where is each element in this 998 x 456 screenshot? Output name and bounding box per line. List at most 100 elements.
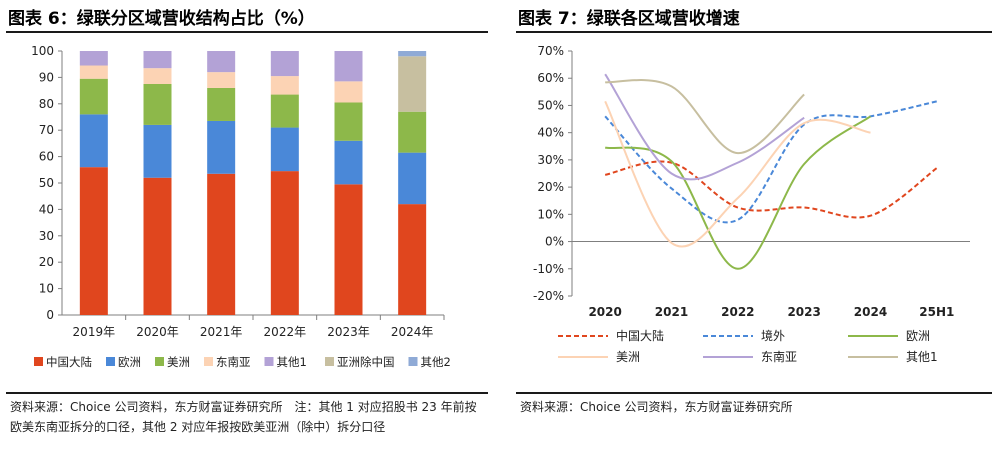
legend-label: 美洲 bbox=[167, 355, 190, 369]
series-line bbox=[604, 100, 938, 224]
y-tick-label: 50 bbox=[39, 176, 54, 190]
bar-segment bbox=[334, 140, 363, 185]
source-rule bbox=[516, 392, 992, 394]
growth-line-chart: -20% -10% 0% 10% 20% 30% 40% 50% 60% 70% 2020 2021 2… bbox=[533, 44, 970, 364]
bar-segment bbox=[79, 167, 108, 315]
y-tick-label: 60 bbox=[39, 150, 54, 164]
x-tick-label: 2023 bbox=[787, 305, 820, 319]
y-tick-label: 70 bbox=[39, 123, 54, 137]
y-tick-label: 20 bbox=[39, 255, 54, 269]
legend-label: 中国大陆 bbox=[616, 328, 664, 343]
structure-stacked-bar-chart: 0 10 20 30 40 50 60 70 80 90 100 2019年 2020年 2021年 202… bbox=[31, 44, 451, 369]
bar-segment bbox=[143, 84, 172, 125]
growth-chart-title: 图表 7：绿联各区域营收增速 bbox=[518, 9, 740, 29]
x-tick-label: 2020年 bbox=[136, 325, 179, 339]
y-tick-label: 0 bbox=[46, 308, 54, 322]
y-tick-label: 90 bbox=[39, 70, 54, 84]
x-tick-label: 2023年 bbox=[327, 325, 370, 339]
bar-segment bbox=[334, 81, 363, 103]
bar-segment bbox=[207, 51, 236, 73]
y-tick-label: 10% bbox=[537, 207, 564, 221]
bar-segment bbox=[398, 204, 427, 315]
y-tick-label: 0% bbox=[545, 235, 564, 249]
legend-label: 亚洲除中国 bbox=[337, 355, 395, 369]
source-rule bbox=[6, 392, 488, 394]
y-tick-label: 30% bbox=[537, 153, 564, 167]
bar-segment bbox=[143, 177, 172, 315]
bar-segment bbox=[79, 65, 108, 79]
structure-source-note: 资料来源：Choice 公司资料，东方财富证券研究所 注：其他 1 对应招股书 … bbox=[10, 400, 477, 434]
bar-segment bbox=[79, 78, 108, 115]
x-tick-label: 2024 bbox=[854, 305, 887, 319]
bar-segment bbox=[398, 111, 427, 153]
bar-segment bbox=[207, 120, 236, 174]
x-tick-label: 2022年 bbox=[264, 325, 307, 339]
bar-segment bbox=[270, 127, 299, 172]
y-tick-label: -10% bbox=[533, 262, 564, 276]
legend-label: 其他1 bbox=[906, 350, 938, 364]
legend-swatch bbox=[106, 357, 115, 366]
x-tick-label: 2024年 bbox=[391, 325, 434, 339]
x-tick-label: 2022 bbox=[721, 305, 754, 319]
bar-segment bbox=[270, 76, 299, 95]
legend-label: 其他1 bbox=[277, 355, 307, 369]
y-tick-label: 70% bbox=[537, 44, 564, 58]
legend-label: 美洲 bbox=[616, 350, 640, 364]
bar-segment bbox=[207, 173, 236, 315]
bar-segment bbox=[398, 152, 427, 205]
bar-segment bbox=[334, 102, 363, 141]
legend-label: 欧洲 bbox=[118, 355, 141, 369]
bar-segment bbox=[334, 184, 363, 315]
y-tick-label: 100 bbox=[31, 44, 54, 58]
bar-segment bbox=[143, 124, 172, 178]
legend-label: 其他2 bbox=[421, 355, 451, 369]
x-tick-label: 2021年 bbox=[200, 325, 243, 339]
series-line bbox=[604, 115, 872, 270]
legend-swatch bbox=[325, 357, 334, 366]
legend-swatch bbox=[264, 357, 274, 366]
series-line bbox=[604, 160, 938, 219]
bar-segment bbox=[270, 171, 299, 315]
y-tick-label: 60% bbox=[537, 71, 564, 85]
legend-swatch bbox=[204, 357, 213, 366]
bar-segment bbox=[270, 94, 299, 128]
bar-segment bbox=[398, 56, 427, 112]
x-tick-label: 2019年 bbox=[73, 325, 116, 339]
y-tick-label: 40 bbox=[39, 202, 54, 216]
structure-panel: 图表 6：绿联分区域营收结构占比（%） 0 10 20 30 40 50 60 70 80 90 1… bbox=[0, 0, 494, 456]
structure-chart-title: 图表 6：绿联分区域营收结构占比（%） bbox=[8, 9, 315, 29]
y-tick-label: 40% bbox=[537, 126, 564, 140]
legend-swatch bbox=[155, 357, 164, 366]
bar-segment bbox=[143, 51, 172, 69]
title-rule bbox=[6, 31, 488, 33]
series-line bbox=[604, 100, 871, 248]
bar-segment bbox=[398, 51, 427, 57]
x-tick-label: 2021 bbox=[655, 305, 688, 319]
bar-segment bbox=[270, 51, 299, 77]
series-line bbox=[605, 79, 805, 155]
title-rule bbox=[516, 31, 992, 33]
series-line bbox=[604, 73, 805, 181]
bar-segment bbox=[207, 87, 236, 121]
legend-label: 中国大陆 bbox=[46, 355, 92, 369]
legend-swatch bbox=[34, 357, 43, 366]
y-tick-label: 50% bbox=[537, 98, 564, 112]
bar-segment bbox=[79, 114, 108, 168]
y-tick-label: 20% bbox=[537, 180, 564, 194]
legend-label: 东南亚 bbox=[216, 355, 251, 369]
y-tick-label: 10 bbox=[39, 282, 54, 296]
legend-label: 东南亚 bbox=[761, 349, 797, 364]
x-tick-label: 2020 bbox=[588, 305, 621, 319]
legend-swatch bbox=[408, 357, 418, 366]
y-tick-label: 30 bbox=[39, 229, 54, 243]
bar-segment bbox=[207, 72, 236, 88]
x-tick-label: 25H1 bbox=[919, 305, 954, 319]
y-tick-label: 80 bbox=[39, 97, 54, 111]
bar-segment bbox=[79, 51, 108, 66]
y-tick-label: -20% bbox=[533, 289, 564, 303]
growth-source-note: 资料来源：Choice 公司资料，东方财富证券研究所 bbox=[520, 400, 793, 414]
bar-segment bbox=[334, 51, 363, 82]
growth-panel: 图表 7：绿联各区域营收增速 -20% -10% 0% 10% 20% 30% 40% 50%… bbox=[510, 0, 998, 456]
legend-label: 欧洲 bbox=[906, 329, 930, 343]
bar-segment bbox=[143, 68, 172, 84]
